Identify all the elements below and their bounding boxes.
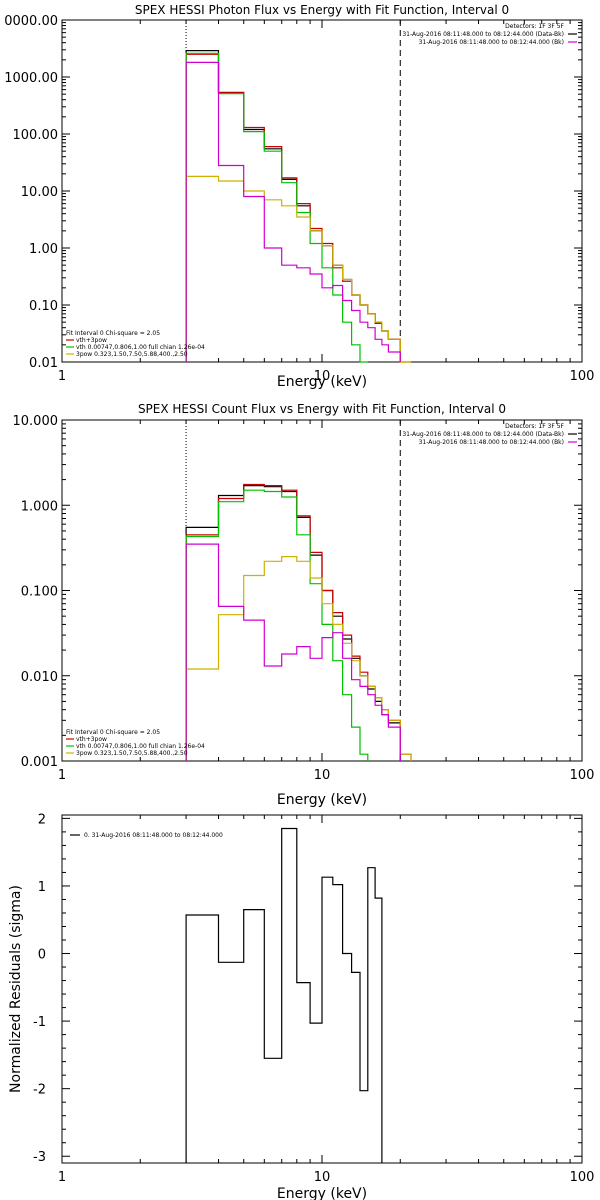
x-tick-label: 100	[570, 369, 595, 384]
chart-title: SPEX HESSI Count Flux vs Energy with Fit…	[138, 402, 506, 416]
y-tick-label: 10.000	[13, 414, 59, 429]
legend-top-right-text: Detectors: 1F 3F 5F	[505, 423, 564, 430]
y-tick-label: 100.00	[13, 128, 59, 143]
x-tick-label: 1	[58, 369, 66, 384]
series-line-vth	[185, 52, 368, 363]
legend-top-right-text: 31-Aug-2016 08:11:48.000 to 08:12:44.000…	[419, 439, 564, 446]
y-tick-label: 1000.00	[4, 71, 58, 86]
x-axis-label: Energy (keV)	[277, 792, 367, 808]
y-tick-label: 1.00	[29, 242, 58, 257]
legend-bottom-left-text: vth 0.00747,0.806,1.00 full chian 1.26e-…	[76, 743, 205, 750]
legend-top-right-text: Detectors: 1F 3F 5F	[505, 23, 564, 30]
x-tick-label: 10	[314, 1170, 331, 1185]
legend-bottom-left-text: vth+3pow	[76, 736, 107, 743]
series-line-bk	[185, 543, 401, 761]
y-tick-label: 0.010	[21, 670, 58, 685]
y-tick-label: 0.10	[29, 299, 58, 314]
legend-top-left-text: 0. 31-Aug-2016 08:11:48.000 to 08:12:44.…	[84, 832, 223, 839]
y-tick-label: 0000.00	[4, 14, 58, 29]
y-tick-label: -1	[33, 1015, 46, 1030]
series-line-vth	[185, 489, 369, 761]
series-line-3pow	[185, 556, 412, 761]
legend-top-right-text: 31-Aug-2016 08:11:48.000 to 08:12:44.000…	[402, 31, 564, 38]
series-line-0-31-aug-2016-08-11-48-000-to-08-12-44-000	[185, 827, 383, 1163]
y-tick-label: 1.000	[21, 499, 58, 514]
legend-bottom-left-text: 3pow 0.323,1.50,7.50,5.88,400.,2.50	[76, 351, 188, 358]
x-axis-label: Energy (keV)	[277, 1186, 367, 1200]
x-tick-label: 100	[570, 1170, 595, 1185]
x-tick-label: 1	[58, 768, 66, 783]
y-tick-label: 2	[38, 812, 46, 827]
legend-top-right-text: 31-Aug-2016 08:11:48.000 to 08:12:44.000…	[402, 431, 564, 438]
series-line-vth-3pow	[185, 53, 411, 363]
legend-bottom-left-text: 3pow 0.323,1.50,7.50,5.88,400.,2.50	[76, 750, 188, 757]
x-tick-label: 1	[58, 1170, 66, 1185]
legend-bottom-left-text: Fit Interval 0 Chi-square = 2.05	[66, 729, 160, 736]
y-axis-label: Normalized Residuals (sigma)	[8, 885, 24, 1093]
y-tick-label: -3	[33, 1150, 46, 1165]
x-tick-label: 10	[314, 768, 331, 783]
y-tick-label: 0.100	[21, 585, 58, 600]
y-tick-label: -2	[33, 1083, 46, 1098]
x-tick-label: 10	[314, 369, 331, 384]
x-tick-label: 100	[570, 768, 595, 783]
y-tick-label: 0.01	[29, 356, 58, 371]
y-tick-label: 1	[38, 880, 46, 895]
legend-bottom-left-text: vth 0.00747,0.806,1.00 full chian 1.26e-…	[76, 344, 205, 351]
series-line-bk	[185, 61, 401, 362]
chart-title: SPEX HESSI Photon Flux vs Energy with Fi…	[135, 3, 509, 17]
y-tick-label: 10.00	[21, 185, 58, 200]
legend-top-right-text: 31-Aug-2016 08:11:48.000 to 08:12:44.000…	[419, 39, 564, 46]
legend-bottom-left-text: Fit Interval 0 Chi-square = 2.05	[66, 330, 160, 337]
y-tick-label: 0.001	[21, 755, 58, 770]
x-axis-label: Energy (keV)	[277, 374, 367, 390]
series-line-vth-3pow	[185, 483, 412, 761]
plot-frame	[61, 19, 583, 363]
series-line-3pow	[185, 175, 411, 363]
legend-bottom-left-text: vth+3pow	[76, 337, 107, 344]
y-tick-label: 0	[38, 948, 46, 963]
